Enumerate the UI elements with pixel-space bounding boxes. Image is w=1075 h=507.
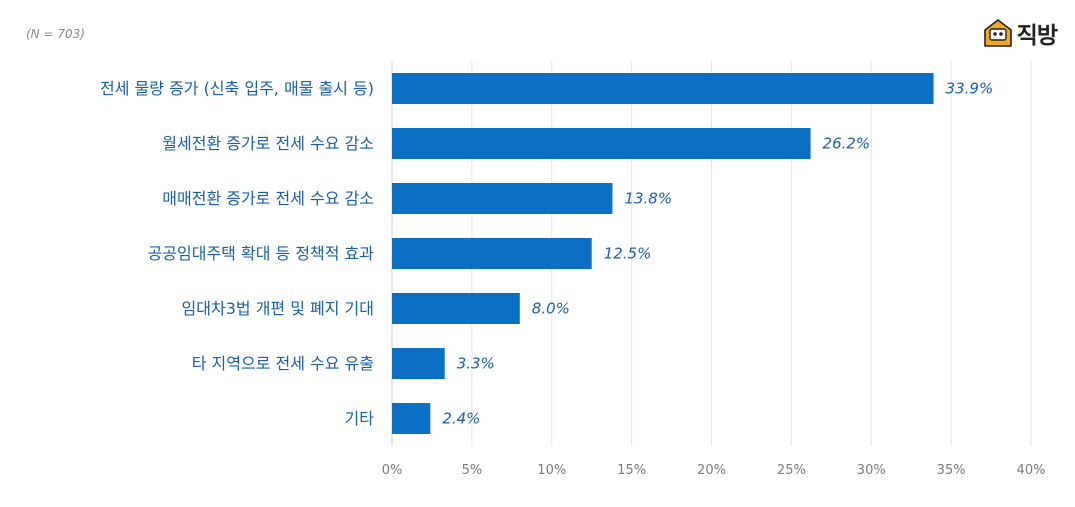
logo-text: 직방 [1016,23,1058,49]
x-tick-label: 0% [382,463,403,478]
bars [392,73,934,434]
bar [392,293,520,324]
house-face-icon [983,19,1012,47]
category-label: 기타 [345,409,375,428]
value-label: 8.0% [532,300,570,318]
value-label: 13.8% [624,190,672,208]
x-tick-label: 40% [1017,463,1046,478]
value-label: 33.9% [946,80,994,98]
grid-lines [391,61,1032,446]
x-axis-tick-labels: 0% 5% 10% 15% 20% 25% 30% 35% 40% [382,463,1046,478]
value-label: 12.5% [604,245,652,263]
bar [392,348,445,379]
sample-size-note: (N = 703) [26,27,85,41]
value-label: 26.2% [823,135,871,153]
x-tick-label: 10% [537,463,566,478]
category-label: 전세 물량 증가 (신축 입주, 매물 출시 등) [100,79,374,98]
x-tick-label: 5% [462,463,483,478]
x-tick-label: 35% [937,463,966,478]
value-labels: 33.9% 26.2% 13.8% 12.5% 8.0% 3.3% 2.4% [442,80,993,428]
bar [392,183,613,214]
x-tick-label: 20% [697,463,726,478]
category-label: 임대차3법 개편 및 폐지 기대 [182,299,374,318]
category-label: 월세전환 증가로 전세 수요 감소 [162,134,374,153]
x-tick-label: 25% [777,463,806,478]
category-label: 공공임대주택 확대 등 정책적 효과 [148,244,375,263]
bar [392,403,431,434]
bar [392,238,592,269]
category-label: 타 지역으로 전세 수요 유출 [192,354,374,373]
x-tick-label: 15% [617,463,646,478]
bar [392,128,811,159]
value-label: 3.3% [457,355,495,373]
bar [392,73,934,104]
category-labels: 전세 물량 증가 (신축 입주, 매물 출시 등) 월세전환 증가로 전세 수요 … [100,79,374,428]
value-label: 2.4% [442,410,480,428]
x-tick-label: 30% [857,463,886,478]
brand-logo: 직방 [983,16,1058,50]
category-label: 매매전환 증가로 전세 수요 감소 [162,189,374,208]
